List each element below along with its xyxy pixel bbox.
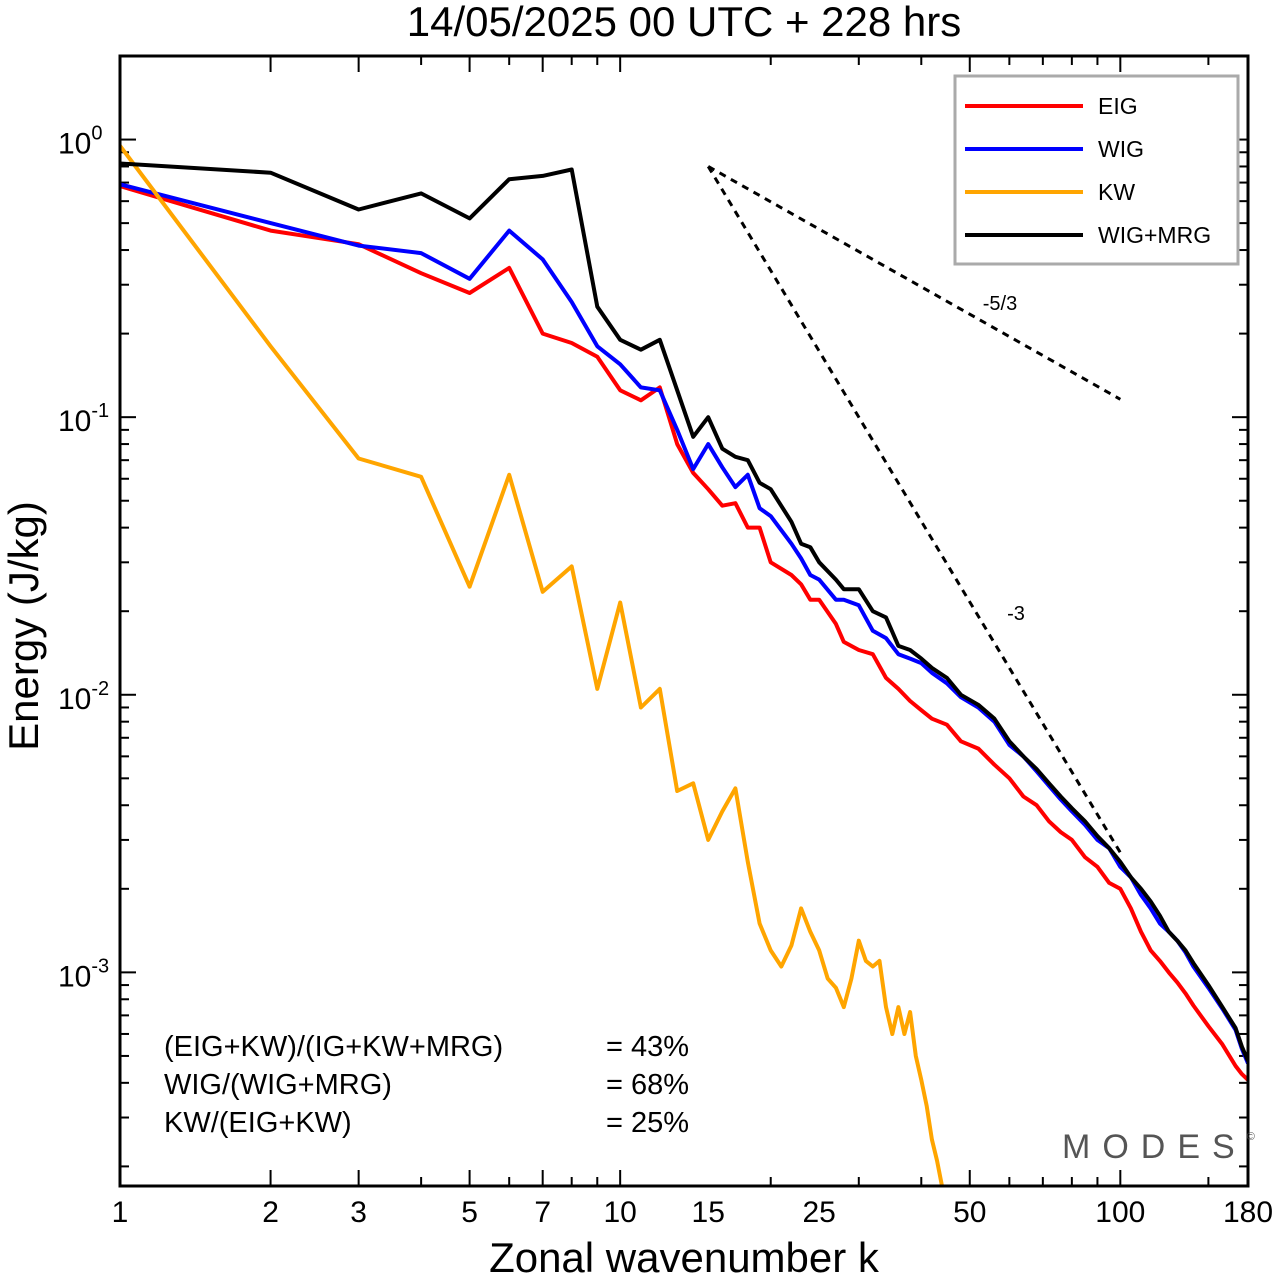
brand-mark: © bbox=[1247, 1131, 1255, 1143]
x-tick-label: 5 bbox=[461, 1196, 478, 1229]
legend-label: WIG bbox=[1098, 136, 1144, 162]
x-tick-label: 3 bbox=[350, 1196, 367, 1229]
reference-slope-line bbox=[707, 165, 1122, 401]
series-line-eig bbox=[120, 184, 1248, 1082]
series-line-kw bbox=[120, 144, 944, 1186]
x-tick-label: 15 bbox=[692, 1196, 725, 1229]
y-tick-label: 10-3 bbox=[58, 955, 109, 993]
slope-label: -3 bbox=[1007, 603, 1025, 625]
x-tick-label: 100 bbox=[1095, 1196, 1145, 1229]
stat-label: WIG/(WIG+MRG) bbox=[164, 1069, 392, 1101]
x-tick-label: 25 bbox=[803, 1196, 836, 1229]
x-tick-label: 7 bbox=[534, 1196, 551, 1229]
legend: EIG WIG KW WIG+MRG bbox=[953, 74, 1240, 266]
legend-label: EIG bbox=[1098, 93, 1138, 119]
y-tick-label: 10-2 bbox=[58, 678, 109, 716]
legend-label: KW bbox=[1098, 179, 1135, 205]
series-line-wig-mrg bbox=[120, 161, 1248, 1062]
plot-frame bbox=[118, 54, 1250, 1188]
x-tick-label: 10 bbox=[603, 1196, 636, 1229]
brand-name: MODES bbox=[1062, 1128, 1247, 1166]
legend-label: WIG+MRG bbox=[1098, 222, 1211, 248]
slope-label: -5/3 bbox=[983, 293, 1017, 315]
stat-label: KW/(EIG+KW) bbox=[164, 1107, 352, 1139]
stats-annotations: (EIG+KW)/(IG+KW+MRG) = 43% WIG/(WIG+MRG) = … bbox=[164, 1031, 689, 1139]
x-tick-label: 1 bbox=[112, 1196, 129, 1229]
modes-brand: MODES© bbox=[1062, 1128, 1255, 1166]
axes: 1 2 3 5 7 10 15 25 50 100 180 100 10-1 10-2 10-3 bbox=[58, 55, 1273, 1229]
reference-slope-line bbox=[706, 165, 1122, 854]
stat-value: = 25% bbox=[606, 1107, 689, 1139]
y-axis-label: Energy (J/kg) bbox=[0, 501, 47, 751]
stat-label: (EIG+KW)/(IG+KW+MRG) bbox=[164, 1031, 503, 1063]
x-tick-label: 2 bbox=[262, 1196, 279, 1229]
series-line-wig bbox=[120, 182, 1248, 1065]
x-tick-label: 50 bbox=[953, 1196, 986, 1229]
x-tick-label: 180 bbox=[1223, 1196, 1273, 1229]
chart-title: 14/05/2025 00 UTC + 228 hrs bbox=[407, 0, 962, 45]
stat-value: = 68% bbox=[606, 1069, 689, 1101]
y-tick-label: 10-1 bbox=[58, 400, 109, 438]
stat-value: = 43% bbox=[606, 1031, 689, 1063]
y-tick-label: 100 bbox=[58, 123, 103, 161]
x-axis-label: Zonal wavenumber k bbox=[489, 1234, 880, 1281]
